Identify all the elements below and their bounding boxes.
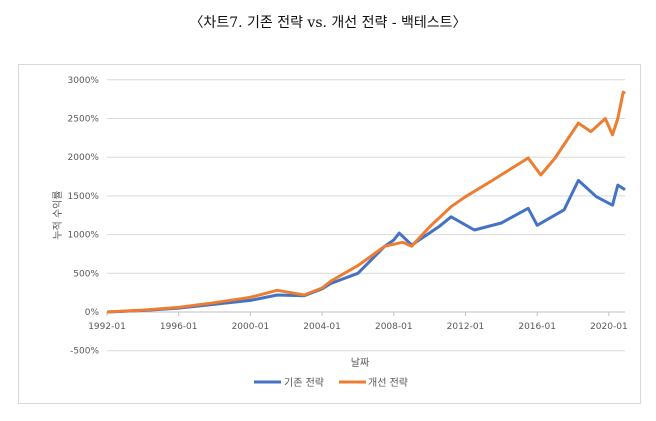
x-tick-label: 2020-01 <box>590 322 628 332</box>
legend-label-improved: 개선 전략 <box>368 377 408 389</box>
series-line-base <box>106 178 626 314</box>
y-tick-label: 500% <box>73 269 99 279</box>
legend-label-base: 기존 전략 <box>284 377 324 389</box>
x-tick-label: 2000-01 <box>232 322 270 332</box>
y-tick-label: 0% <box>85 308 100 318</box>
x-axis-title: 날짜 <box>351 357 369 369</box>
y-tick-label: 3000% <box>68 76 100 86</box>
chart-title: 〈차트7. 기존 전략 vs. 개선 전략 - 백테스트〉 <box>189 15 467 31</box>
x-tick-label: 1996-01 <box>160 322 198 332</box>
y-tick-label: -500% <box>70 347 99 357</box>
y-tick-label: 2500% <box>68 115 100 125</box>
x-tick-label: 2016-01 <box>518 322 556 332</box>
y-axis-title: 누적 수익률 <box>52 190 64 239</box>
x-tick-label: 1992-01 <box>88 322 126 332</box>
y-tick-label: 1000% <box>68 231 100 241</box>
x-tick-label: 2004-01 <box>303 322 341 332</box>
x-tick-label: 2008-01 <box>375 322 413 332</box>
x-tick-label: 2012-01 <box>447 322 485 332</box>
chart-frame <box>18 64 641 404</box>
y-tick-label: 2000% <box>68 153 100 163</box>
y-tick-label: 1500% <box>68 192 100 202</box>
legend: 기존 전략 개선 전략 <box>254 377 408 389</box>
series-line-improved <box>106 90 626 314</box>
